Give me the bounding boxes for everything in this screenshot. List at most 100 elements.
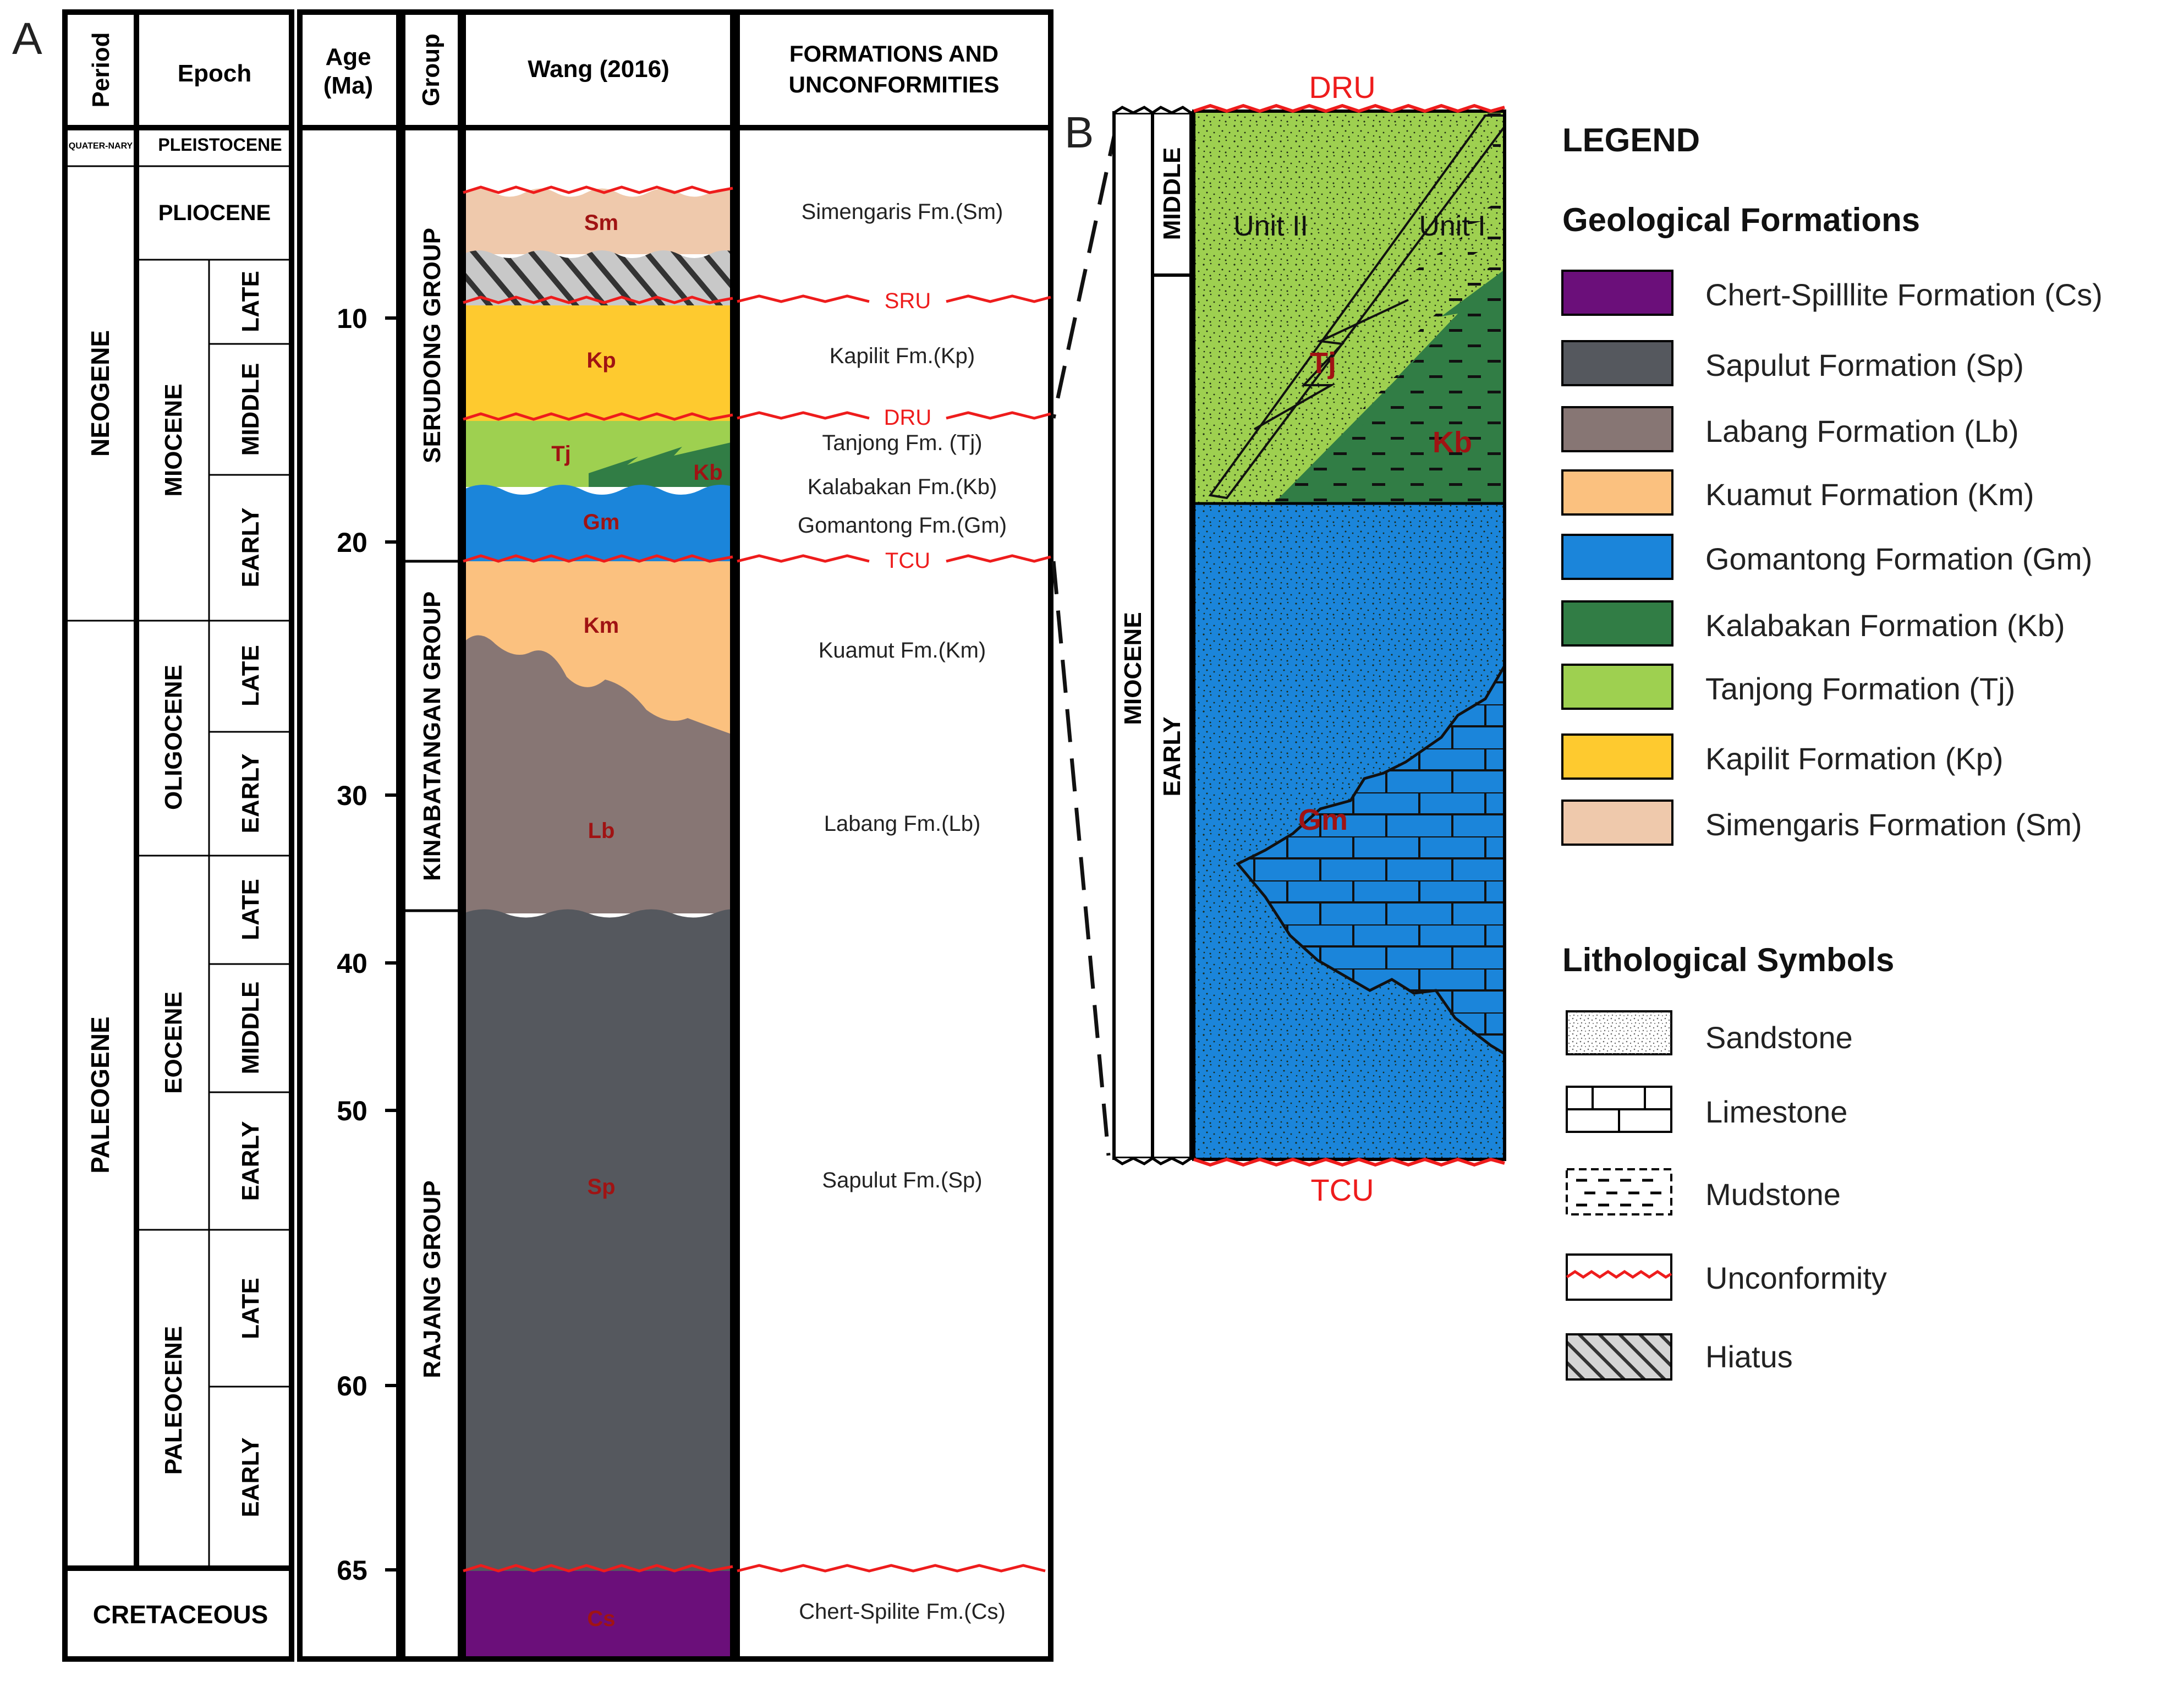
- legend-swatch-km: [1561, 469, 1673, 516]
- cs-unconformity: [737, 1564, 1046, 1573]
- legend-label-kb: Kalabakan Formation (Kb): [1705, 608, 2065, 643]
- legend-label-tj: Tanjong Formation (Tj): [1705, 671, 2015, 706]
- age-ticks: [385, 316, 399, 1572]
- epoch-oligocene: OLIGOCENE: [160, 665, 187, 810]
- subepoch-miocene-early: EARLY: [237, 507, 264, 587]
- code-km: Km: [584, 614, 619, 638]
- subepoch-miocene-middle: MIDDLE: [237, 363, 264, 456]
- epoch-paleocene: PALEOCENE: [160, 1326, 187, 1475]
- formation-kalabakan: Kalabakan Fm.(Kb): [808, 475, 997, 499]
- b-limestone-body: [1236, 663, 1505, 1055]
- header-age: Age (Ma): [323, 43, 373, 99]
- legend-formation-entries: Chert-Spilllite Formation (Cs) Sapulut F…: [1561, 270, 2103, 846]
- legend-swatch-sm: [1561, 800, 1673, 846]
- legend-swatch-tj: [1561, 664, 1673, 710]
- legend-label-lb: Labang Formation (Lb): [1705, 414, 2019, 448]
- b-label-dru: DRU: [1309, 70, 1375, 105]
- epoch-pliocene: PLIOCENE: [158, 201, 271, 225]
- legend-hiatus-swatch: [1566, 1333, 1672, 1381]
- legend-formations-title: Geological Formations: [1562, 201, 1920, 238]
- tcu-line-right: [946, 554, 1051, 563]
- legend-litho-entries: Sandstone Limestone Mudstone Unconformit…: [1566, 1010, 1887, 1381]
- label-tcu: TCU: [885, 549, 930, 573]
- header-period: Period: [87, 32, 114, 108]
- lb-layer: [463, 635, 733, 913]
- sp-layer: [463, 909, 733, 1571]
- period-cretaceous: CRETACEOUS: [93, 1600, 268, 1629]
- age-tick-label: 40: [337, 948, 367, 979]
- b-subepoch-early: EARLY: [1159, 716, 1186, 796]
- b-code-gm: Gm: [1298, 803, 1348, 836]
- code-sm: Sm: [584, 211, 618, 235]
- legend-limestone-swatch: [1566, 1086, 1672, 1133]
- tcu-line: [737, 554, 870, 563]
- legend-label-sp: Sapulut Formation (Sp): [1705, 348, 2024, 382]
- legend-title: LEGEND: [1562, 122, 1700, 158]
- formation-sapulut: Sapulut Fm.(Sp): [822, 1168, 982, 1192]
- period-quaternary: QUATER-NARY: [69, 141, 133, 151]
- code-cs: Cs: [587, 1607, 615, 1631]
- code-lb: Lb: [588, 819, 615, 843]
- legend-label-cs: Chert-Spilllite Formation (Cs): [1705, 277, 2103, 312]
- b-unit-i: Unit I: [1419, 210, 1485, 242]
- group-rajang: RAJANG GROUP: [419, 1180, 446, 1378]
- header-group: Group: [418, 34, 445, 106]
- age-tick-label: 30: [337, 780, 367, 811]
- b-subepoch-middle: MIDDLE: [1159, 147, 1186, 240]
- formation-kapilit: Kapilit Fm.(Kp): [830, 344, 975, 368]
- legend-litho-title: Lithological Symbols: [1562, 941, 1894, 978]
- legend-swatch-kb: [1561, 600, 1673, 647]
- formation-chert-spilite: Chert-Spilite Fm.(Cs): [799, 1600, 1006, 1624]
- label-sru: SRU: [885, 289, 931, 313]
- formations-column: [734, 9, 1053, 1662]
- b-unit-ii: Unit II: [1233, 210, 1308, 242]
- formation-kuamut: Kuamut Fm.(Km): [819, 638, 986, 662]
- legend-label-sm: Simengaris Formation (Sm): [1705, 807, 2082, 842]
- subepoch-paleocene-early: EARLY: [237, 1437, 264, 1517]
- formation-tanjong: Tanjong Fm. (Tj): [822, 431, 982, 455]
- legend-unconformity-swatch: [1566, 1253, 1672, 1301]
- gm-layer: [463, 485, 733, 561]
- epoch-pleistocene: PLEISTOCENE: [158, 135, 282, 155]
- b-subepoch-bar: [1151, 111, 1193, 1160]
- period-epoch-box: [62, 9, 294, 1662]
- strat-column-frame: [460, 9, 736, 1662]
- kp-layer: [463, 305, 733, 421]
- header-column: Wang (2016): [528, 56, 670, 83]
- subepoch-paleocene-late: LATE: [237, 1278, 264, 1339]
- age-tick-label: 65: [337, 1555, 367, 1586]
- sru-line: [737, 294, 870, 303]
- b-code-kb: Kb: [1433, 426, 1472, 459]
- period-paleogene: PALEOGENE: [86, 1016, 114, 1173]
- subepoch-oligocene-early: EARLY: [237, 753, 264, 833]
- b-code-tj: Tj: [1310, 347, 1336, 380]
- legend-swatch-cs: [1561, 270, 1673, 316]
- code-kp: Kp: [586, 348, 616, 373]
- age-tick-label: 50: [337, 1096, 367, 1126]
- header-epoch: Epoch: [178, 60, 251, 87]
- subepoch-miocene-late: LATE: [237, 271, 264, 332]
- age-tick-label: 20: [337, 527, 367, 558]
- subepoch-eocene-late: LATE: [237, 879, 264, 940]
- legend-label-sandstone: Sandstone: [1705, 1020, 1853, 1055]
- legend-mudstone-swatch: [1566, 1168, 1672, 1215]
- b-label-tcu: TCU: [1310, 1173, 1374, 1207]
- formation-gomantong: Gomantong Fm.(Gm): [798, 513, 1007, 538]
- label-dru: DRU: [884, 406, 932, 430]
- legend-swatch-lb: [1561, 406, 1673, 452]
- legend-label-limestone: Limestone: [1705, 1094, 1847, 1129]
- legend-swatch-gm: [1561, 534, 1673, 580]
- legend-label-km: Kuamut Formation (Km): [1705, 477, 2034, 512]
- age-column: [297, 9, 402, 1662]
- subepoch-eocene-early: EARLY: [237, 1121, 264, 1201]
- legend-swatch-sp: [1561, 340, 1673, 386]
- group-kinabatangan: KINABATANGAN GROUP: [419, 592, 446, 881]
- age-tick-label: 60: [337, 1371, 367, 1401]
- legend-label-kp: Kapilit Formation (Kp): [1705, 741, 2004, 776]
- panel-a-label: A: [12, 14, 42, 64]
- b-dru-line: [1193, 103, 1505, 113]
- b-tcu-line: [1193, 1157, 1505, 1167]
- subepoch-eocene-middle: MIDDLE: [237, 982, 264, 1075]
- unconformity-lines: [737, 294, 1051, 1573]
